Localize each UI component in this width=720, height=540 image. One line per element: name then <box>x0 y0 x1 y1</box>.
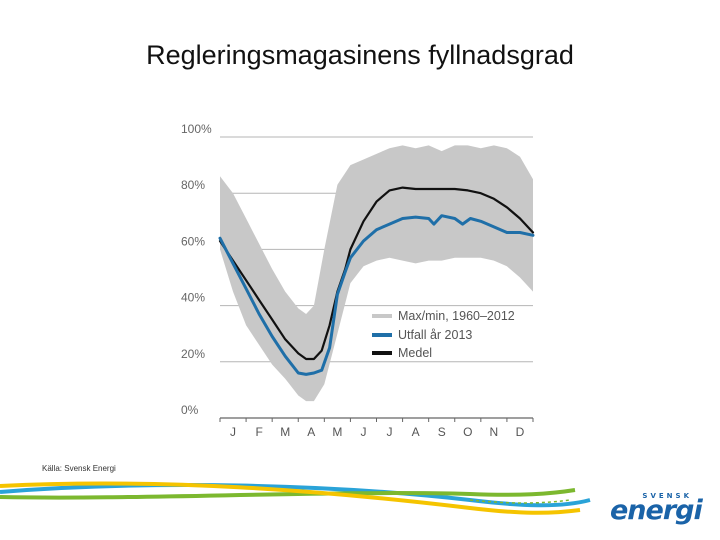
legend: Max/min, 1960–2012 Utfall år 2013 Medel <box>372 309 515 360</box>
x-tick-label: O <box>463 425 472 439</box>
series-line-medel <box>218 186 535 361</box>
x-tick-label: M <box>332 425 342 439</box>
x-tick-label: J <box>230 425 236 439</box>
logo-top-text: SVENSK <box>642 492 692 500</box>
swoosh-green <box>0 488 576 500</box>
x-tick-label: A <box>412 425 420 439</box>
x-tick-label: D <box>516 425 525 439</box>
y-tick-label: 60% <box>181 234 205 248</box>
y-tick-label: 0% <box>181 403 199 417</box>
swoosh-yellow <box>0 481 581 515</box>
source-note: Källa: Svensk Energi <box>42 464 116 473</box>
x-tick-label: J <box>387 425 393 439</box>
legend-label: Utfall år 2013 <box>398 328 472 342</box>
x-tick-label: A <box>307 425 315 439</box>
chart: 0% 20% 40% 60% 80% 100% J F M A M J J A S O N D Max/min, … <box>181 122 535 439</box>
slide-title: Regleringsmagasinens fyllnadsgrad <box>146 40 574 70</box>
x-tick-label: F <box>255 425 262 439</box>
band-layer <box>220 145 533 402</box>
band-max-min <box>220 145 533 402</box>
series-line-utfall-2013 <box>218 214 535 376</box>
svensk-energi-logo: SVENSK energi <box>610 492 703 526</box>
logo-main-text: energi <box>610 495 703 526</box>
y-tick-label: 100% <box>181 122 212 136</box>
legend-label: Medel <box>398 346 432 360</box>
footer-swoosh <box>0 481 591 515</box>
x-tick-label: M <box>280 425 290 439</box>
y-tick-label: 20% <box>181 347 205 361</box>
x-tick-label: N <box>490 425 499 439</box>
line-layer <box>218 186 535 376</box>
x-tick-label: J <box>360 425 366 439</box>
y-tick-label: 40% <box>181 291 205 305</box>
swoosh-dash <box>469 499 571 504</box>
legend-label: Max/min, 1960–2012 <box>398 309 515 323</box>
label-layer: 0% 20% 40% 60% 80% 100% J F M A M J J A S O N D <box>181 122 525 439</box>
x-tick-label: S <box>438 425 446 439</box>
y-tick-label: 80% <box>181 178 205 192</box>
